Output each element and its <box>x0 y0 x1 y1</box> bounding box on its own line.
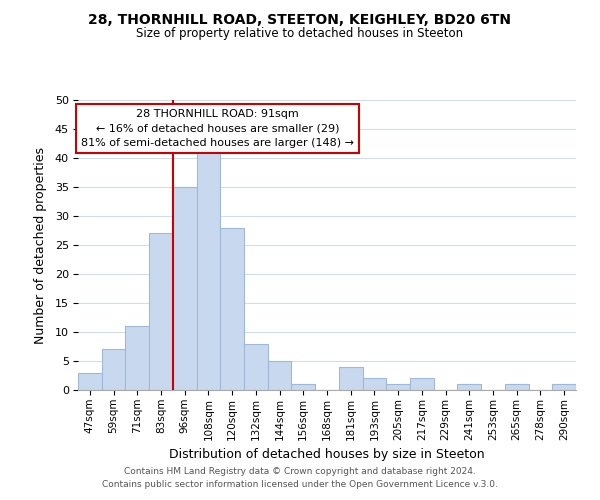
X-axis label: Distribution of detached houses by size in Steeton: Distribution of detached houses by size … <box>169 448 485 461</box>
Bar <box>292 384 315 390</box>
Bar <box>268 361 292 390</box>
Bar <box>339 367 362 390</box>
Bar <box>220 228 244 390</box>
Bar <box>410 378 434 390</box>
Bar <box>457 384 481 390</box>
Bar <box>386 384 410 390</box>
Bar <box>244 344 268 390</box>
Bar <box>102 350 125 390</box>
Text: Contains public sector information licensed under the Open Government Licence v.: Contains public sector information licen… <box>102 480 498 489</box>
Bar <box>197 146 220 390</box>
Bar <box>552 384 576 390</box>
Text: 28, THORNHILL ROAD, STEETON, KEIGHLEY, BD20 6TN: 28, THORNHILL ROAD, STEETON, KEIGHLEY, B… <box>89 12 511 26</box>
Bar <box>125 326 149 390</box>
Bar <box>78 372 102 390</box>
Y-axis label: Number of detached properties: Number of detached properties <box>34 146 47 344</box>
Bar <box>149 234 173 390</box>
Text: Size of property relative to detached houses in Steeton: Size of property relative to detached ho… <box>136 28 464 40</box>
Bar <box>362 378 386 390</box>
Bar <box>505 384 529 390</box>
Text: 28 THORNHILL ROAD: 91sqm
← 16% of detached houses are smaller (29)
81% of semi-d: 28 THORNHILL ROAD: 91sqm ← 16% of detach… <box>81 108 354 148</box>
Text: Contains HM Land Registry data © Crown copyright and database right 2024.: Contains HM Land Registry data © Crown c… <box>124 467 476 476</box>
Bar <box>173 187 197 390</box>
